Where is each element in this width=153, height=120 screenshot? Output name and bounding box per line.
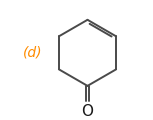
Text: (d): (d): [23, 46, 42, 60]
Text: O: O: [82, 104, 93, 119]
